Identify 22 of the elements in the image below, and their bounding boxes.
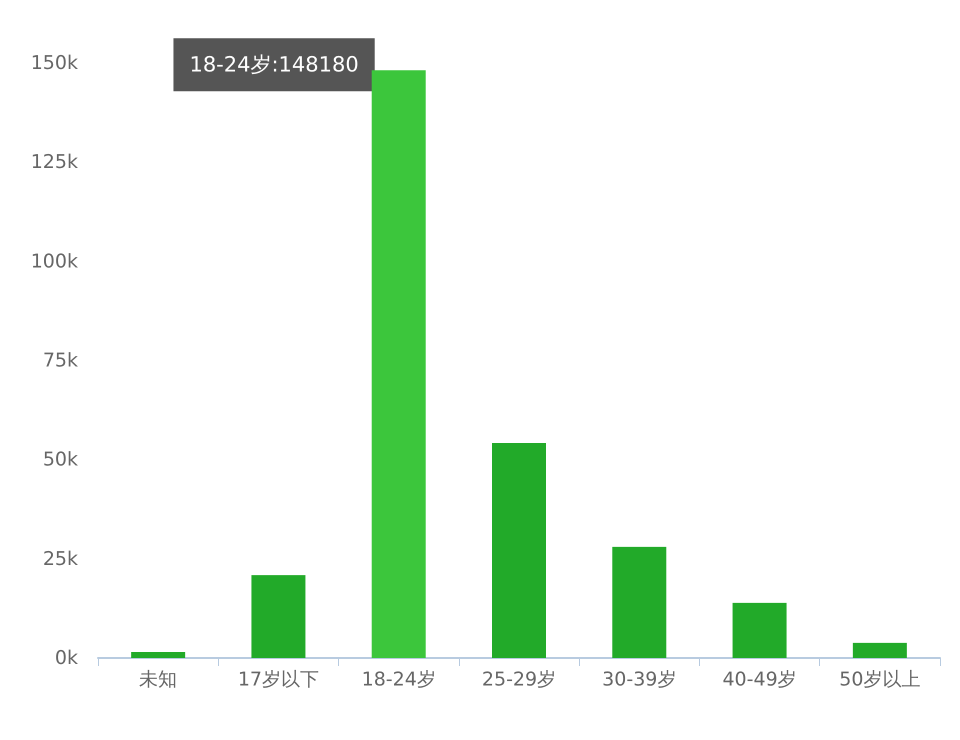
bar — [612, 546, 666, 658]
bar — [852, 642, 907, 658]
x-tick-label: 30-39岁 — [602, 668, 676, 690]
bar — [372, 70, 426, 658]
annotation: 18-24岁:148180 — [189, 52, 359, 77]
y-tick-label: 150k — [30, 52, 78, 74]
y-tick-label: 50k — [42, 448, 78, 471]
bar — [131, 652, 186, 658]
x-tick-label: 50岁以上 — [839, 668, 920, 690]
y-tick-label: 100k — [30, 250, 78, 272]
x-tick-label: 17岁以下 — [238, 668, 320, 690]
x-tick-label: 未知 — [139, 668, 178, 690]
y-tick-label: 125k — [30, 151, 78, 174]
x-tick-label: 40-49岁 — [722, 668, 797, 690]
y-tick-label: 75k — [42, 350, 78, 372]
x-tick-label: 18-24岁 — [362, 668, 436, 690]
x-tick-label: 25-29岁 — [482, 668, 556, 690]
bar — [251, 575, 306, 658]
bar — [732, 602, 787, 658]
y-tick-label: 25k — [42, 548, 78, 570]
y-tick-label: 0k — [54, 647, 78, 669]
bar — [492, 443, 546, 658]
